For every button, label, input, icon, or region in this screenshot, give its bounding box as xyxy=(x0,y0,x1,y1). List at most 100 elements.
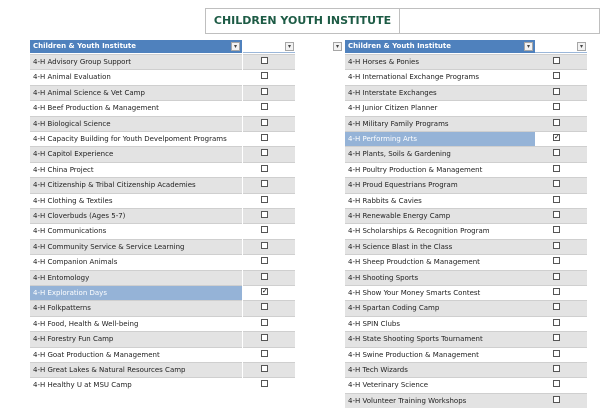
filter-button[interactable]: ▾ xyxy=(333,42,342,51)
checkbox[interactable] xyxy=(261,272,268,280)
checkbox[interactable] xyxy=(553,226,560,234)
row-label: 4-H Interstate Exchanges xyxy=(345,84,535,101)
row-label: 4-H Clothing & Textiles xyxy=(30,192,242,208)
checkbox[interactable] xyxy=(553,164,560,172)
check-cell xyxy=(535,238,587,255)
row-label: 4-H Animal Evaluation xyxy=(30,69,242,85)
checkbox[interactable] xyxy=(261,318,268,326)
check-cell xyxy=(535,177,587,193)
title-side-cell xyxy=(400,8,600,34)
row-label: 4-H Community Service & Service Learning xyxy=(30,238,242,255)
checkbox[interactable]: ✓ xyxy=(553,133,560,141)
checkbox[interactable] xyxy=(261,211,268,218)
checkbox[interactable]: ✓ xyxy=(261,287,268,295)
checkbox[interactable] xyxy=(553,380,560,388)
row-label: 4-H Advisory Group Support xyxy=(30,54,242,70)
checkbox[interactable] xyxy=(553,180,560,188)
check-cell xyxy=(243,115,295,131)
checkbox[interactable] xyxy=(553,272,560,280)
check-cell xyxy=(535,131,587,147)
check-cell xyxy=(535,208,587,224)
row-label: 4-H Military Family Programs xyxy=(345,115,535,131)
row-label: 4-H SPIN Clubs xyxy=(345,315,535,332)
checkbox[interactable] xyxy=(261,134,268,141)
row-label: 4-H Shooting Sports xyxy=(345,269,535,285)
check-cell xyxy=(243,269,295,285)
checkbox[interactable] xyxy=(261,164,268,172)
check-cell xyxy=(243,69,295,85)
checkbox[interactable] xyxy=(553,72,560,80)
checkbox[interactable] xyxy=(261,118,268,126)
checkbox[interactable] xyxy=(553,149,560,157)
row-label: 4-H Poultry Production & Management xyxy=(345,161,535,178)
check-cell xyxy=(535,69,587,85)
check-cell xyxy=(243,100,295,116)
checkbox[interactable] xyxy=(261,226,268,234)
checkbox[interactable] xyxy=(261,149,268,157)
checkbox[interactable] xyxy=(553,57,560,64)
filter-button[interactable]: ▾ xyxy=(524,42,533,51)
row-label: 4-H Sheep Proudction & Management xyxy=(345,254,535,270)
check-cell xyxy=(535,331,587,347)
checkbox[interactable] xyxy=(553,365,560,372)
row-label: 4-H Spartan Coding Camp xyxy=(345,300,535,316)
checkbox[interactable] xyxy=(261,180,268,188)
checkbox[interactable] xyxy=(553,349,560,357)
checkbox[interactable] xyxy=(553,303,560,311)
check-cell xyxy=(535,300,587,316)
column-header xyxy=(535,40,587,53)
filter-button[interactable]: ▾ xyxy=(285,42,294,51)
checkbox[interactable] xyxy=(553,395,560,403)
check-cell xyxy=(243,300,295,316)
row-label: 4-H Goat Production & Management xyxy=(30,346,242,362)
row-label: 4-H Rabbits & Cavies xyxy=(345,192,535,208)
check-cell xyxy=(535,254,587,270)
check-cell xyxy=(243,315,295,332)
checkbox[interactable] xyxy=(553,334,560,342)
checkbox[interactable] xyxy=(553,211,560,218)
row-label: 4-H Junior Citizen Planner xyxy=(345,100,535,116)
checkbox[interactable] xyxy=(553,288,560,295)
checkbox[interactable] xyxy=(261,87,268,95)
filter-button[interactable]: ▾ xyxy=(577,42,586,51)
checkbox[interactable] xyxy=(553,118,560,126)
checkbox[interactable] xyxy=(261,72,268,80)
row-label: 4-H Performing Arts xyxy=(345,131,535,147)
check-cell xyxy=(243,238,295,255)
row-label: 4-H Horses & Ponies xyxy=(345,54,535,70)
checkbox[interactable] xyxy=(261,103,268,111)
row-label: 4-H Food, Health & Well-being xyxy=(30,315,242,332)
check-cell xyxy=(535,315,587,332)
checkbox[interactable] xyxy=(261,241,268,249)
checkbox[interactable] xyxy=(261,334,268,342)
checkbox[interactable] xyxy=(261,57,268,64)
check-cell xyxy=(535,161,587,178)
checkbox[interactable] xyxy=(261,380,268,388)
row-label: 4-H Great Lakes & Natural Resources Camp xyxy=(30,362,242,378)
checkbox[interactable] xyxy=(553,257,560,265)
check-cell xyxy=(535,100,587,116)
check-cell xyxy=(243,285,295,301)
row-label: 4-H Capitol Experience xyxy=(30,146,242,162)
checkbox[interactable] xyxy=(553,87,560,95)
row-label: 4-H Veterinary Science xyxy=(345,377,535,393)
check-cell xyxy=(243,54,295,70)
row-label: 4-H Entomology xyxy=(30,269,242,285)
row-label: 4-H Forestry Fun Camp xyxy=(30,331,242,347)
row-label: 4-H Capacity Building for Youth Develpom… xyxy=(30,131,242,147)
checkbox[interactable] xyxy=(261,257,268,265)
filter-button[interactable]: ▾ xyxy=(231,42,240,51)
checkbox[interactable] xyxy=(261,303,268,311)
checkbox[interactable] xyxy=(553,195,560,203)
checkbox[interactable] xyxy=(261,349,268,357)
check-cell xyxy=(243,84,295,101)
check-cell xyxy=(535,346,587,362)
checkbox[interactable] xyxy=(261,195,268,203)
row-label: 4-H Proud Equestrians Program xyxy=(345,177,535,193)
checkbox[interactable] xyxy=(553,241,560,249)
checkbox[interactable] xyxy=(553,103,560,111)
checkbox[interactable] xyxy=(553,318,560,326)
checkbox[interactable] xyxy=(261,365,268,372)
check-cell xyxy=(243,331,295,347)
